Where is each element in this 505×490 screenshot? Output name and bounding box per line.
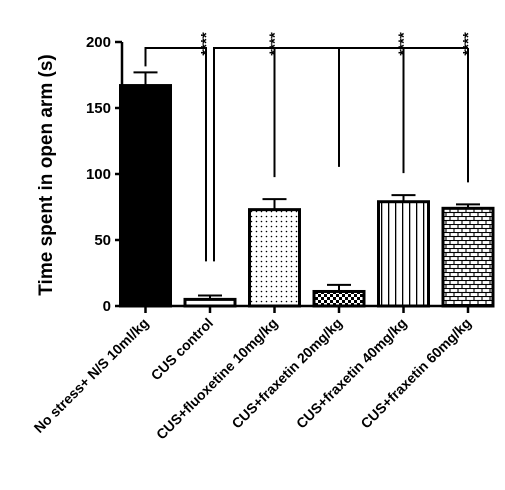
significance-label: ****	[198, 32, 215, 56]
error-bar	[327, 283, 351, 292]
x-tick-label: CUS control	[148, 315, 217, 384]
significance-label: ****	[267, 32, 284, 56]
y-axis-title: Time spent in open arm (s)	[36, 54, 57, 295]
y-tick-label: 50	[94, 232, 111, 249]
x-tick-label: No stress+ N/S 10ml/kg	[31, 315, 152, 436]
error-bar	[133, 71, 158, 86]
error-bar	[456, 203, 480, 209]
x-axis	[121, 304, 494, 313]
y-axis: 0 50 100 150 200	[86, 34, 124, 315]
bar	[119, 84, 172, 308]
y-tick-label: 100	[86, 166, 111, 183]
error-bar	[391, 194, 416, 202]
significance-bracket: ****	[144, 32, 215, 262]
significance-label: ****	[396, 32, 413, 56]
error-bar	[198, 294, 222, 300]
bar	[312, 289, 366, 308]
x-tick-label: CUS+fraxetin 20mg/kg	[228, 315, 345, 432]
bar	[248, 208, 301, 308]
significance-label: ****	[460, 32, 477, 56]
bar	[441, 206, 495, 308]
x-tick-label: CUS+fraxetin 60mg/kg	[357, 315, 474, 432]
bars	[119, 84, 495, 308]
bar	[377, 200, 430, 308]
y-tick-label: 200	[86, 34, 111, 51]
significance-brackets: **** **** **** ****	[144, 32, 477, 262]
bar	[183, 297, 237, 308]
x-tick-label: CUS+fluoxetine 10mg/kg	[153, 315, 281, 443]
y-tick-label: 150	[86, 100, 111, 117]
error-bars	[133, 71, 480, 300]
x-tick-label: CUS+fraxetin 40mg/kg	[293, 315, 410, 432]
significance-bracket: **** **** ****	[213, 32, 477, 262]
error-bar	[262, 198, 287, 210]
y-tick-label: 0	[103, 298, 111, 315]
